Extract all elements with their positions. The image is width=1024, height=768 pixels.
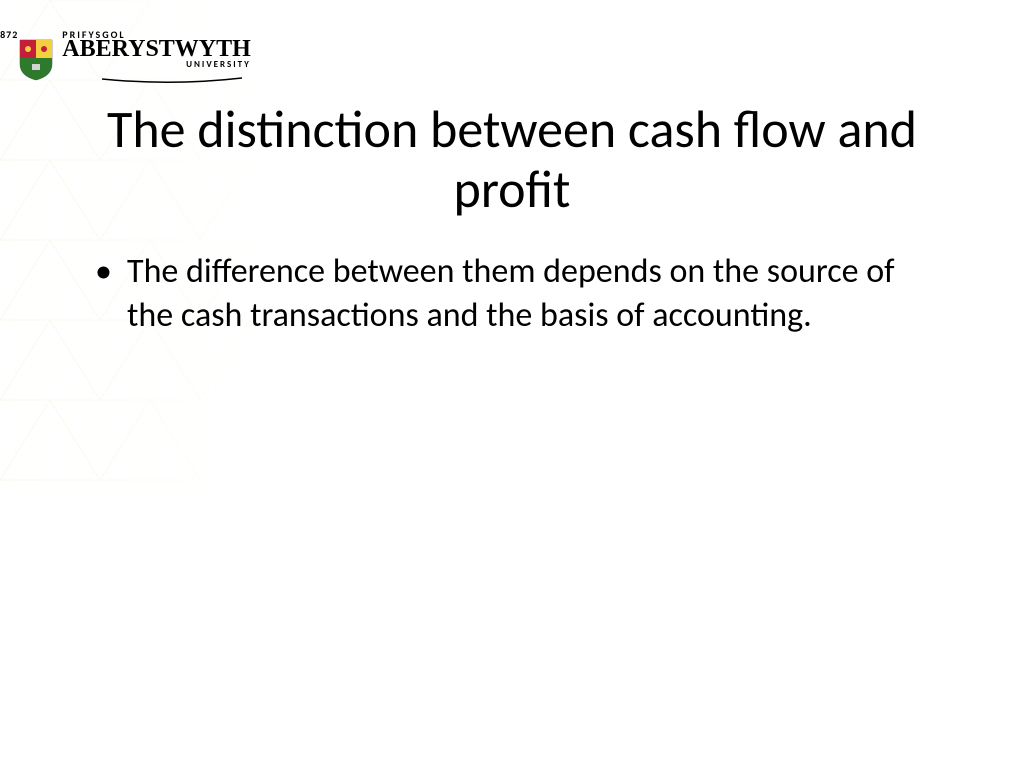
university-logo: 1872 PRIFYSGOL ABERYSTWYTH UNIVERSITY [36,28,251,82]
logo-name: ABERYSTWYTH [62,39,251,61]
logo-university: UNIVERSITY [62,59,251,70]
bullet-item: The difference between them depends on t… [95,250,934,338]
logo-year: 1872 [0,28,18,41]
shield-icon [18,38,54,82]
bullet-list: The difference between them depends on t… [0,250,1024,338]
slide-title: The distinction between cash flow and pr… [0,100,1024,220]
